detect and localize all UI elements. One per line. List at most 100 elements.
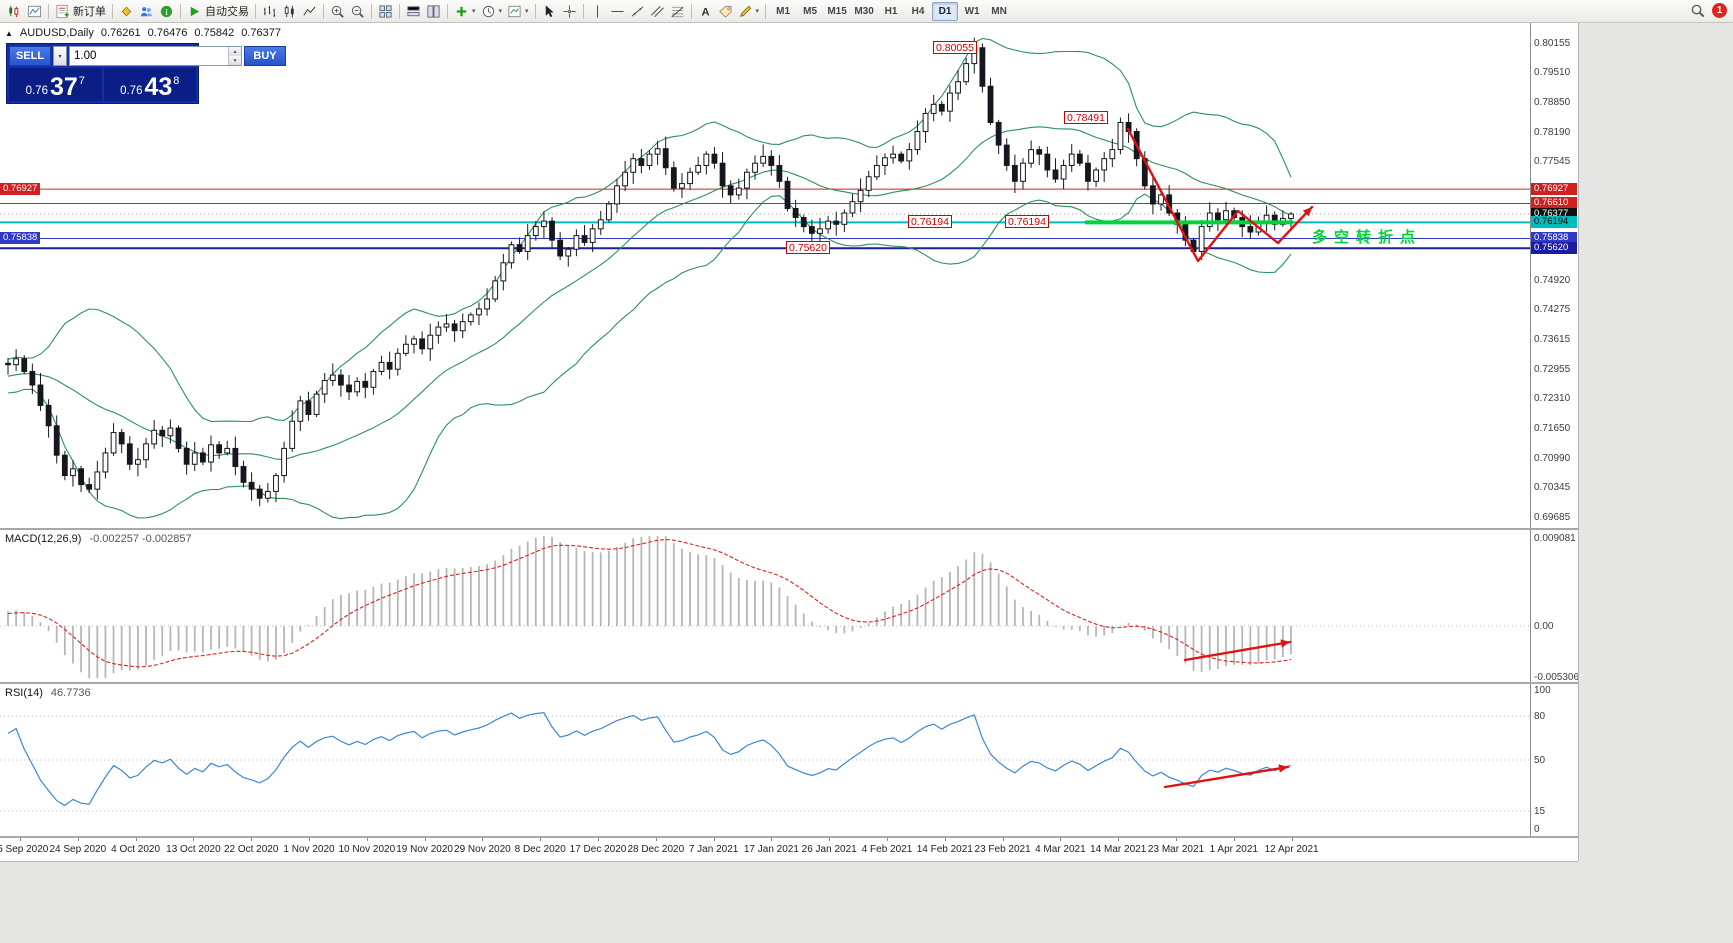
price-callout[interactable]: 0.76194	[908, 215, 952, 229]
market-watch-button[interactable]	[137, 2, 156, 21]
pane-separator[interactable]	[0, 528, 1578, 530]
horizontal-line-button[interactable]	[608, 2, 627, 21]
timeframe-m1[interactable]: M1	[776, 5, 791, 17]
timeframe-m5[interactable]: M5	[803, 5, 818, 17]
one-click-trading-panel: SELL ▾ ▴ ▾ BUY 0.76 37 7 0.76 43 8	[6, 43, 286, 104]
periods-button[interactable]: ▾	[479, 2, 505, 21]
notification-badge[interactable]: 1	[1712, 3, 1727, 18]
bar-chart-mode-icon	[262, 4, 277, 19]
time-axis-tick	[1176, 838, 1177, 841]
macd-indicator[interactable]	[0, 530, 1530, 682]
periods-icon	[481, 4, 496, 19]
price-callout[interactable]: 0.78491	[1064, 111, 1108, 125]
zoom-in-button[interactable]	[328, 2, 347, 21]
chart-marker-icon: ▲	[5, 28, 13, 38]
tile-windows-icon	[378, 4, 393, 19]
svg-text:i: i	[165, 6, 167, 16]
toolbar-separator	[255, 3, 256, 19]
buy-price-display[interactable]: 0.76 43 8	[103, 68, 196, 101]
arrange-horizontal-button[interactable]	[404, 2, 423, 21]
buy-price-prefix: 0.76	[120, 85, 143, 97]
time-axis-tick	[598, 838, 599, 841]
timeframe-h1[interactable]: H1	[884, 5, 898, 17]
timeframe-m30[interactable]: M30	[854, 5, 874, 17]
profiles-button[interactable]	[25, 2, 44, 21]
new-chart-button[interactable]	[5, 2, 24, 21]
bollinger-middle[interactable]	[7, 126, 1292, 460]
rsi-axis[interactable]: 100 80 50 15 0	[1530, 684, 1578, 836]
equidistant-channel-icon	[650, 4, 665, 19]
sell-price-display[interactable]: 0.76 37 7	[9, 68, 102, 101]
sell-button[interactable]: SELL	[9, 46, 51, 66]
line-chart-mode-button[interactable]	[300, 2, 319, 21]
toolbar-group	[374, 2, 397, 21]
sell-options-dropdown[interactable]: ▾	[53, 46, 67, 66]
price-callout[interactable]: 0.76194	[1005, 215, 1049, 229]
volume-input[interactable]	[70, 47, 228, 65]
candlestick-mode-button[interactable]	[280, 2, 299, 21]
zoom-out-icon	[350, 4, 365, 19]
candlestick-chart[interactable]	[0, 23, 1530, 528]
macd-axis[interactable]: 0.009081 0.00 -0.005306	[1530, 530, 1579, 683]
vertical-line-button[interactable]	[588, 2, 607, 21]
time-axis-tick	[482, 838, 484, 841]
timeframe-w1[interactable]: W1	[964, 5, 980, 17]
price-axis[interactable]: 0.80155 0.79510 0.78850 0.78190 0.77545 0.749…	[1530, 23, 1578, 528]
time-axis-tick	[1118, 838, 1120, 841]
indicators-button[interactable]: ▾	[452, 2, 478, 21]
metaeditor-button[interactable]	[117, 2, 136, 21]
bar-chart-mode-button[interactable]	[260, 2, 279, 21]
new-order-label: 新订单	[73, 6, 106, 18]
text-label-button[interactable]	[716, 2, 735, 21]
time-axis-label: 7 Jan 2021	[688, 844, 739, 855]
price-callout[interactable]: 0.80055	[933, 40, 977, 54]
timeframe-h4[interactable]: H4	[911, 5, 925, 17]
toolbar-separator	[371, 3, 372, 19]
arrange-vertical-button[interactable]	[424, 2, 443, 21]
search-icon[interactable]	[1690, 3, 1705, 18]
rsi-line	[7, 712, 1292, 807]
toolbar-separator	[534, 3, 536, 19]
price-scale-label: 0.72955	[1534, 363, 1571, 375]
trendline-button[interactable]	[628, 2, 647, 21]
text-button[interactable]: A	[696, 2, 715, 21]
pane-separator[interactable]	[0, 836, 1578, 838]
cursor-button[interactable]	[540, 2, 559, 21]
equidistant-channel-button[interactable]	[648, 2, 667, 21]
buy-button[interactable]: BUY	[244, 46, 286, 66]
time-axis-label: 10 Nov 2020	[338, 844, 396, 855]
data-window-button[interactable]: i	[157, 2, 176, 21]
volume-up-button[interactable]: ▴	[229, 47, 241, 56]
candles[interactable]	[5, 37, 1294, 507]
crosshair-button[interactable]	[560, 2, 579, 21]
fibonacci-retracement-button[interactable]	[668, 2, 687, 21]
toolbar-group	[3, 2, 46, 21]
data-window-icon: i	[159, 4, 174, 19]
templates-button[interactable]: ▾	[505, 2, 531, 21]
timeframe-mn[interactable]: MN	[991, 5, 1007, 17]
timeframe-d1[interactable]: D1	[932, 1, 959, 21]
time-axis-label: 22 Oct 2020	[223, 844, 279, 855]
zoom-out-button[interactable]	[348, 2, 367, 21]
rsi-indicator[interactable]	[0, 684, 1530, 836]
rsi-label-row: RSI(14) 46.7736	[5, 687, 91, 699]
time-axis-label: 28 Dec 2020	[627, 844, 685, 855]
volume-down-button[interactable]: ▾	[229, 56, 241, 65]
trend-arrow-head[interactable]	[1302, 207, 1312, 217]
price-callout[interactable]: 0.75620	[786, 241, 830, 255]
draw-color-button[interactable]: ▾	[736, 2, 762, 21]
autotrading-button[interactable]: 自动交易	[185, 2, 251, 21]
new-order-button[interactable]: 新订单	[53, 2, 108, 21]
bollinger-lower[interactable]	[7, 193, 1292, 520]
timeframe-m15[interactable]: M15	[827, 5, 847, 17]
bollinger-upper[interactable]	[7, 37, 1292, 423]
pane-separator[interactable]	[0, 682, 1578, 684]
metaeditor-icon	[119, 4, 134, 19]
sell-price-big: 37	[49, 73, 78, 101]
market-watch-icon	[139, 4, 154, 19]
indicators-dropdown-icon: ▾	[472, 8, 476, 15]
annotation-text[interactable]: 多空转折点	[1312, 229, 1423, 246]
tile-windows-button[interactable]	[376, 2, 395, 21]
toolbar-separator	[765, 3, 767, 19]
